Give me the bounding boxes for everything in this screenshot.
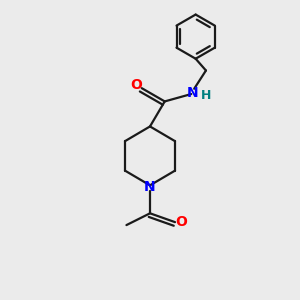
Text: N: N [144,180,156,194]
Text: N: N [187,85,199,100]
Text: O: O [130,78,142,92]
Text: H: H [201,89,211,102]
Text: O: O [176,215,188,229]
